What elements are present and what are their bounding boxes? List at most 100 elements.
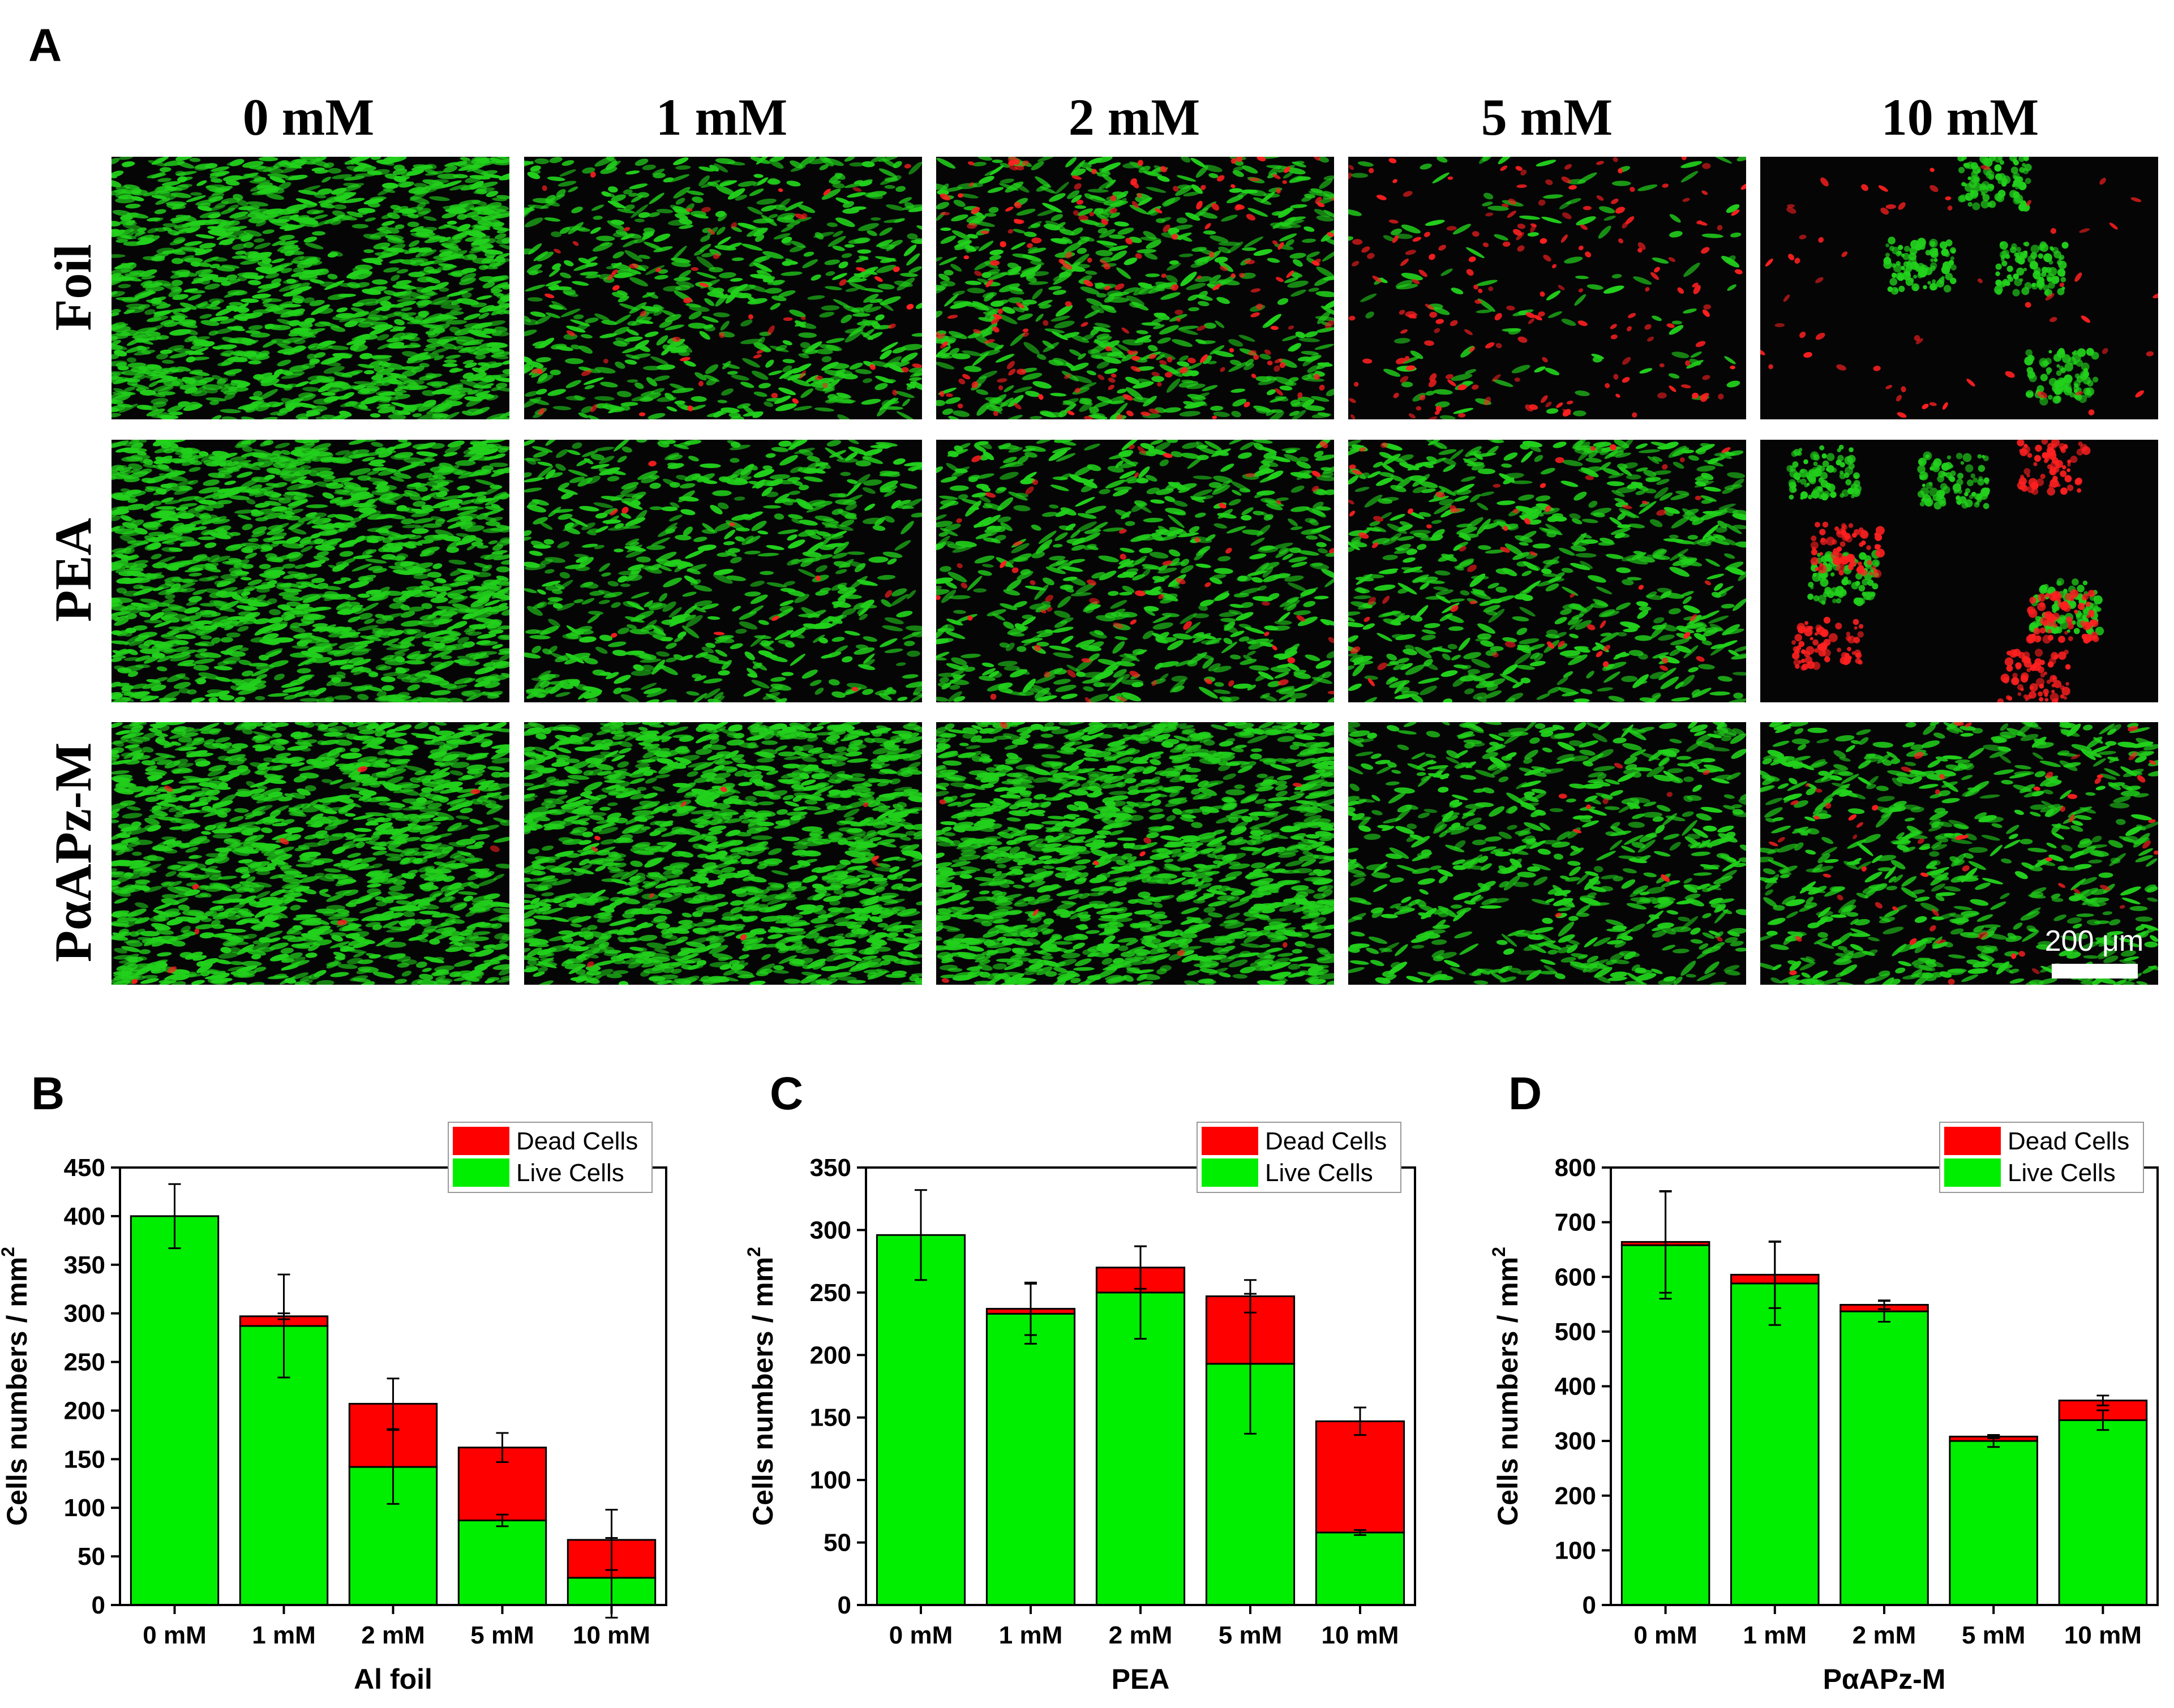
y-tick-label: 100 xyxy=(810,1466,851,1494)
row-label: Foil xyxy=(44,244,102,331)
micrograph-tile xyxy=(524,440,922,702)
y-tick-label: 300 xyxy=(64,1300,105,1328)
legend: Dead Cells Live Cells xyxy=(1197,1122,1401,1193)
chart-b: B 0 mM 1 mM 2 mM 5 mM 10 mM 0 50 100 150 200 250 300… xyxy=(0,1068,667,1695)
legend: Dead Cells Live Cells xyxy=(1939,1122,2144,1193)
bar-live xyxy=(457,1520,547,1606)
scale-bar-label: 200 μm xyxy=(2045,925,2143,958)
row-label: PEA xyxy=(44,518,102,622)
x-tick-label: 5 mM xyxy=(1962,1621,2025,1649)
bar-live xyxy=(1315,1531,1405,1606)
scale-bar: 200 μm xyxy=(2045,925,2143,979)
y-tick-label: 500 xyxy=(1555,1318,1596,1346)
x-tick-label: 10 mM xyxy=(573,1621,650,1649)
x-tick-label: 2 mM xyxy=(361,1621,424,1649)
legend-swatch xyxy=(1202,1158,1258,1187)
y-axis-label: Cells numbers / mm2 xyxy=(744,1247,779,1526)
column-label: 1 mM xyxy=(656,88,787,146)
micrograph-tile xyxy=(936,440,1334,702)
y-tick-label: 150 xyxy=(64,1445,105,1473)
y-tick-label: 350 xyxy=(810,1154,851,1182)
micrograph-tile xyxy=(1760,440,2158,702)
legend-label: Dead Cells xyxy=(2008,1127,2129,1155)
panel-a-letter: A xyxy=(28,20,62,71)
x-tick-label: 2 mM xyxy=(1109,1621,1172,1649)
y-tick-label: 200 xyxy=(64,1397,105,1424)
row-labels: Foil PEA PαAPz-M xyxy=(44,244,102,962)
y-tick-label: 250 xyxy=(64,1349,105,1376)
legend-label: Dead Cells xyxy=(1265,1127,1387,1155)
x-tick-label: 1 mM xyxy=(999,1621,1062,1649)
legend-swatch xyxy=(1944,1158,2001,1187)
y-tick-label: 0 xyxy=(838,1591,851,1619)
chart-d: D 0 mM 1 mM 2 mM 5 mM 10 mM 0 100 200 300 400 500 60… xyxy=(1489,1068,2159,1695)
y-axis-label: Cells numbers / mm2 xyxy=(0,1247,33,1526)
plot-frame xyxy=(119,1166,667,1606)
legend-label: Dead Cells xyxy=(516,1127,638,1155)
micrograph-tile xyxy=(1348,440,1746,702)
y-tick-label: 50 xyxy=(78,1543,105,1570)
x-tick-label: 1 mM xyxy=(252,1621,315,1649)
x-tick-label: 10 mM xyxy=(1322,1621,1399,1649)
legend-label: Live Cells xyxy=(1265,1159,1373,1187)
micrograph-tile xyxy=(936,722,1334,985)
x-tick-label: 5 mM xyxy=(470,1621,534,1649)
plot-frame xyxy=(865,1166,1416,1606)
y-tick-label: 100 xyxy=(64,1494,105,1522)
y-axis-label: Cells numbers / mm2 xyxy=(1489,1247,1524,1526)
x-tick-label: 10 mM xyxy=(2064,1621,2142,1649)
panel-letter: B xyxy=(31,1068,65,1119)
micrograph-tile xyxy=(112,157,509,419)
micrograph-tile xyxy=(524,157,922,419)
y-tick-label: 200 xyxy=(810,1341,851,1369)
legend-swatch xyxy=(1944,1127,2001,1155)
bar-live xyxy=(985,1312,1076,1606)
legend-label: Live Cells xyxy=(2008,1159,2116,1187)
column-labels: 0 mM 1 mM 2 mM 5 mM 10 mM xyxy=(243,88,2039,146)
y-tick-label: 250 xyxy=(810,1279,851,1307)
y-tick-label: 400 xyxy=(64,1203,105,1230)
y-tick-label: 800 xyxy=(1555,1154,1596,1182)
chart-c: C 0 mM 1 mM 2 mM 5 mM 10 mM 0 50 100 150 200 250 300… xyxy=(744,1068,1416,1695)
x-tick-label: 5 mM xyxy=(1219,1621,1282,1649)
y-tick-label: 350 xyxy=(64,1251,105,1279)
bar-live xyxy=(2058,1419,2148,1606)
scale-bar-line xyxy=(2052,964,2138,979)
bar-live xyxy=(1839,1310,1929,1606)
y-tick-label: 450 xyxy=(64,1154,105,1182)
y-tick-label: 100 xyxy=(1555,1537,1596,1564)
y-tick-label: 0 xyxy=(92,1591,105,1619)
bar-dead xyxy=(1315,1420,1405,1534)
legend-swatch xyxy=(453,1158,509,1187)
legend: Dead Cells Live Cells xyxy=(448,1122,653,1193)
bar-live xyxy=(1730,1282,1820,1606)
x-axis-label: PEA xyxy=(1112,1663,1170,1695)
legend-swatch xyxy=(453,1127,509,1155)
column-label: 2 mM xyxy=(1069,88,1200,146)
y-tick-label: 200 xyxy=(1555,1482,1596,1510)
x-axis-label: Al foil xyxy=(354,1663,432,1695)
y-tick-label: 600 xyxy=(1555,1263,1596,1291)
x-tick-label: 0 mM xyxy=(1633,1621,1697,1649)
panel-letter: D xyxy=(1508,1068,1542,1119)
x-tick-label: 0 mM xyxy=(889,1621,953,1649)
y-tick-label: 300 xyxy=(1555,1427,1596,1455)
column-label: 10 mM xyxy=(1881,88,2039,146)
micrograph-tile xyxy=(1760,722,2158,985)
y-tick-label: 400 xyxy=(1555,1373,1596,1401)
x-tick-label: 0 mM xyxy=(143,1621,206,1649)
micrograph-tile xyxy=(1760,157,2158,419)
column-label: 0 mM xyxy=(243,88,374,146)
panel-letter: C xyxy=(770,1068,803,1119)
y-tick-label: 300 xyxy=(810,1216,851,1244)
micrograph-tile xyxy=(112,722,509,985)
y-tick-label: 150 xyxy=(810,1404,851,1432)
x-tick-label: 2 mM xyxy=(1853,1621,1916,1649)
row-label: PαAPz-M xyxy=(44,743,102,962)
x-axis-label: PαAPz-M xyxy=(1823,1663,1946,1695)
micrograph-tile xyxy=(112,440,509,702)
micrograph-tile xyxy=(1348,157,1746,419)
y-tick-label: 700 xyxy=(1555,1209,1596,1237)
column-label: 5 mM xyxy=(1481,88,1613,146)
legend-swatch xyxy=(1202,1127,1258,1155)
